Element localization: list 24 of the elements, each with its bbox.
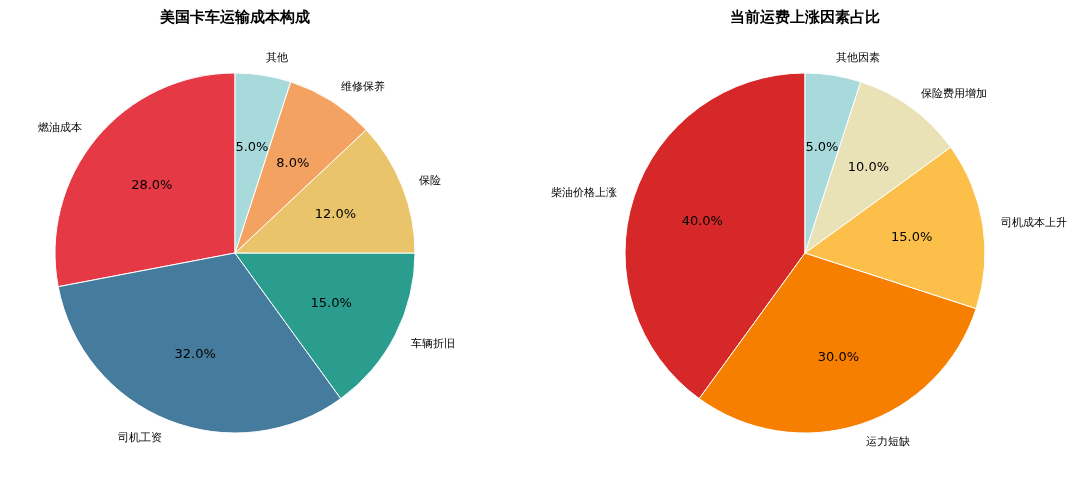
chart-title: 当前运费上涨因素占比 [730,8,880,26]
slice-label: 保险 [419,174,442,188]
data-label: 30.0% [817,348,860,364]
data-label: 32.0% [174,346,216,362]
data-label: 10.0% [847,158,890,174]
data-label: 40.0% [681,212,723,228]
chart-title: 美国卡车运输成本构成 [159,8,310,26]
data-label: 5.0% [235,139,269,155]
slice-label: 其他 [265,51,288,65]
data-label: 15.0% [891,229,933,245]
data-label: 15.0% [310,295,352,311]
slice-label: 保险费用增加 [921,86,988,100]
data-label: 8.0% [276,154,310,170]
slice-label: 运力短缺 [866,435,911,449]
slice-label: 司机成本上升 [1000,216,1067,230]
slice-label: 燃油成本 [38,120,83,134]
slice-label: 维修保养 [341,79,386,93]
data-label: 28.0% [131,177,173,193]
data-label: 12.0% [314,206,357,222]
slice-label: 柴油价格上涨 [550,185,617,199]
slice-label: 其他因素 [835,51,880,65]
slice-label: 车辆折旧 [411,336,456,350]
slice-label: 司机工资 [118,431,163,445]
data-label: 5.0% [805,139,839,155]
